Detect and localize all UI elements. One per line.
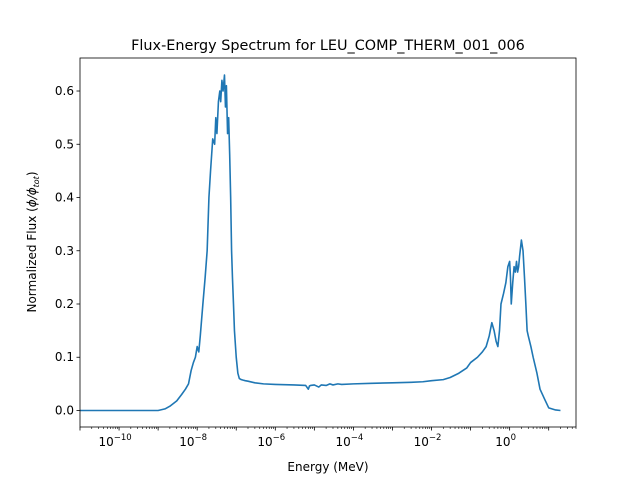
x-tick-label-1: 10−8 xyxy=(179,433,207,449)
y-tick-label-6: 0.6 xyxy=(55,84,74,98)
y-tick-label-2: 0.2 xyxy=(55,297,74,311)
x-tick-label-5: 100 xyxy=(495,433,516,449)
x-tick-label-3: 10−4 xyxy=(336,433,364,449)
y-axis-label-prefix: Normalized Flux ( xyxy=(25,207,39,312)
chart-title: Flux-Energy Spectrum for LEU_COMP_THERM_… xyxy=(131,38,525,54)
y-tick-label-4: 0.4 xyxy=(55,191,74,205)
y-axis-ticks: 0.0 0.1 0.2 0.3 0.4 0.5 0.6 xyxy=(55,84,80,417)
y-tick-label-5: 0.5 xyxy=(55,137,74,151)
y-axis-label: Normalized Flux (ϕ/ϕtot) xyxy=(25,171,41,312)
x-tick-label-2: 10−6 xyxy=(257,433,285,449)
y-tick-label-1: 0.1 xyxy=(55,350,74,364)
flux-series-line xyxy=(80,74,561,412)
x-tick-label-4: 10−2 xyxy=(414,433,442,449)
x-tick-label-0: 10−10 xyxy=(98,433,131,449)
y-axis-label-math: ϕ/ϕ xyxy=(25,187,39,207)
axes-frame xyxy=(79,57,577,428)
y-tick-label-3: 0.3 xyxy=(55,244,74,258)
axes-background xyxy=(80,58,576,427)
y-tick-label-0: 0.0 xyxy=(55,403,74,417)
x-axis-ticks: 10−10 10−8 10−6 10−4 10−2 100 xyxy=(79,427,577,449)
y-axis-label-suffix: ) xyxy=(25,171,39,176)
x-axis-label: Energy (MeV) xyxy=(287,460,368,474)
y-axis-label-subscript: tot xyxy=(32,175,41,187)
plot-area xyxy=(79,57,577,428)
